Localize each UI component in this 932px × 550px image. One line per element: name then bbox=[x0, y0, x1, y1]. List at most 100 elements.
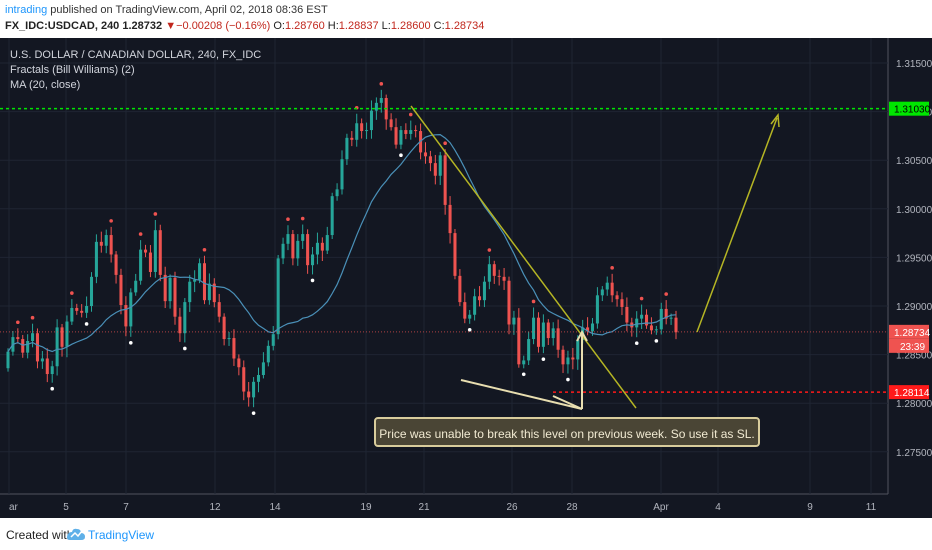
fractal-down-marker bbox=[467, 327, 472, 332]
candle-body bbox=[227, 338, 231, 340]
candle-body bbox=[114, 254, 118, 275]
candle-body bbox=[291, 234, 295, 259]
fractal-down-marker bbox=[566, 377, 570, 382]
candle-body bbox=[271, 334, 275, 346]
legend-ma[interactable]: MA (20, close) bbox=[10, 79, 81, 91]
fractal-up-marker bbox=[202, 247, 207, 252]
candle-body bbox=[301, 234, 305, 241]
candle-body bbox=[394, 127, 398, 145]
published-text: published on TradingView.com, April 02, … bbox=[50, 4, 328, 16]
fractal-up-marker bbox=[379, 82, 384, 86]
x-tick-label: 28 bbox=[566, 502, 578, 513]
candle-body bbox=[31, 333, 35, 341]
symbol-label: FX_IDC:USDCAD, 240 bbox=[5, 20, 120, 32]
fractal-down-marker bbox=[541, 357, 546, 361]
fractal-up-marker bbox=[487, 248, 492, 252]
candle-body bbox=[89, 276, 94, 306]
candle-body bbox=[615, 295, 619, 300]
candle-body bbox=[266, 345, 270, 363]
candle-body bbox=[649, 325, 653, 331]
high-value: 1.28837 bbox=[338, 20, 379, 32]
candle-body bbox=[379, 97, 383, 103]
candle-body bbox=[80, 310, 84, 313]
candle-body bbox=[409, 130, 413, 134]
candle-body bbox=[109, 235, 113, 255]
price-label-box bbox=[889, 101, 929, 116]
candle-body bbox=[414, 130, 418, 132]
candle-body bbox=[60, 327, 64, 347]
fractal-up-marker bbox=[153, 212, 158, 216]
tradingview-logo-icon[interactable] bbox=[66, 526, 86, 542]
callout-pointer-left bbox=[460, 379, 583, 410]
candle-body bbox=[527, 339, 531, 361]
candle-body bbox=[586, 327, 590, 332]
candle-body bbox=[40, 358, 44, 362]
candle-body bbox=[468, 314, 472, 319]
author-link[interactable]: intrading bbox=[5, 4, 48, 16]
x-tick-label: 12 bbox=[209, 502, 221, 513]
candle-body bbox=[6, 351, 10, 369]
candle-body bbox=[168, 277, 172, 302]
candle-body bbox=[134, 280, 138, 293]
candle-body bbox=[541, 322, 545, 347]
candle-body bbox=[325, 235, 329, 251]
candle-body bbox=[497, 275, 501, 277]
candle-body bbox=[399, 130, 403, 145]
candle-body bbox=[640, 314, 644, 319]
candle-body bbox=[438, 155, 442, 176]
candle-body bbox=[365, 130, 369, 132]
candle-body bbox=[433, 163, 437, 176]
x-tick-label: 11 bbox=[866, 502, 877, 513]
candle-body bbox=[94, 241, 98, 277]
candle-body bbox=[605, 282, 609, 290]
x-tick-label: 19 bbox=[360, 502, 372, 513]
candle-body bbox=[620, 299, 624, 307]
candle-body bbox=[556, 328, 560, 350]
candle-body bbox=[669, 317, 673, 319]
candle-body bbox=[256, 375, 261, 382]
candle-body bbox=[198, 263, 202, 280]
candle-body bbox=[428, 156, 432, 164]
chart-header: intrading published on TradingView.com, … bbox=[0, 0, 932, 38]
created-with-label: Created with bbox=[6, 528, 74, 542]
candle-body bbox=[222, 316, 226, 340]
fractal-up-marker bbox=[286, 217, 290, 222]
chart-area[interactable]: 1.315001.310001.305001.300001.295001.290… bbox=[0, 38, 932, 518]
candle-body bbox=[448, 204, 452, 234]
candle-body bbox=[45, 358, 49, 375]
candle-body bbox=[595, 295, 599, 324]
annotation-callout[interactable]: Price was unable to break this level on … bbox=[374, 417, 760, 447]
candle-body bbox=[522, 360, 526, 365]
candle-body bbox=[458, 275, 462, 303]
footer: Created with TradingView bbox=[0, 518, 932, 550]
candle-body bbox=[478, 296, 482, 301]
x-tick-label: 5 bbox=[63, 502, 69, 513]
fractal-down-marker bbox=[50, 386, 55, 391]
candle-body bbox=[320, 242, 324, 251]
legend-fractals[interactable]: Fractals (Bill Williams) (2) bbox=[10, 64, 135, 76]
candle-body bbox=[532, 317, 536, 340]
candle-body bbox=[404, 130, 408, 134]
x-tick-label: ar bbox=[9, 502, 19, 513]
candle-body bbox=[70, 307, 74, 322]
price-label-box bbox=[889, 324, 929, 339]
candle-body bbox=[566, 357, 570, 365]
change-value: −0.00208 (−0.16%) bbox=[176, 20, 271, 32]
tradingview-brand[interactable]: TradingView bbox=[88, 528, 155, 542]
candle-body bbox=[664, 308, 668, 319]
projection-arrow-line bbox=[696, 117, 778, 333]
y-tick-label: 1.29000 bbox=[896, 302, 932, 313]
candle-body bbox=[330, 196, 334, 236]
candle-body bbox=[487, 264, 491, 282]
candle-body bbox=[188, 281, 192, 303]
fractal-up-marker bbox=[610, 266, 614, 270]
fractal-up-marker bbox=[531, 299, 536, 304]
fractal-up-marker bbox=[664, 292, 668, 296]
fractal-up-marker bbox=[408, 112, 413, 117]
candle-body bbox=[85, 306, 89, 313]
candle-body bbox=[590, 323, 595, 332]
candle-body bbox=[482, 281, 486, 301]
candle-body bbox=[281, 243, 285, 259]
price-label-text: 1.31030 bbox=[894, 105, 931, 116]
candle-body bbox=[75, 307, 79, 311]
